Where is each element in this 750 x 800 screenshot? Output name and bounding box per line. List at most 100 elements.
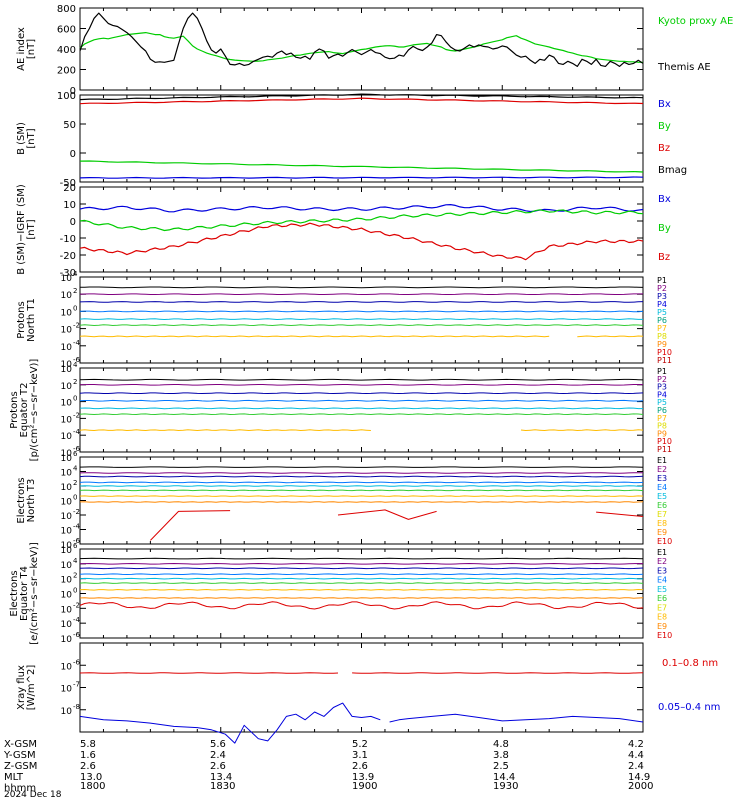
- bigrf-ytick-label: -30: [60, 268, 76, 279]
- bigrf-legend-bz: Bz: [658, 252, 670, 263]
- ae-legend-themis: Themis AE: [657, 62, 711, 73]
- ee4-ylabel-line: [e/(cm²−s−sr−keV)]: [29, 542, 40, 645]
- bsm-ylabel-line: [nT]: [26, 128, 37, 148]
- en3-ytick-label: 10: [61, 483, 73, 493]
- pn1-ytick-label: 10: [61, 308, 73, 318]
- ae-ytick-label: 0: [70, 86, 76, 97]
- ee4-channel-label: E3: [657, 566, 667, 575]
- en3-series-e8: [79, 501, 644, 503]
- bigrf-ytick-label: -10: [60, 234, 76, 245]
- en3-plot-frame: [79, 456, 644, 545]
- ee4-series-e1: [79, 557, 644, 560]
- ee4-channel-label: E5: [657, 585, 667, 594]
- ee4-series-e3: [79, 567, 644, 570]
- bsm-ylabel-line: B (SM): [16, 122, 27, 155]
- ae-ylabel-line: AE index: [16, 27, 27, 71]
- pe2-ytick-exponent: 2: [73, 378, 77, 386]
- xray-ytick-label: 10: [61, 685, 73, 695]
- pe2-series-p7: [520, 429, 644, 431]
- bigrf-panel: B (SM)−IGRF (SM) [nT] -30 -20 -10 0 10 20 Bx By Bz: [16, 183, 671, 279]
- ee4-ytick-exponent: 2: [73, 572, 77, 580]
- xray-ytick-exponent: -8: [73, 703, 80, 711]
- en3-channel-label: E9: [657, 528, 667, 537]
- ee4-series-e6: [79, 582, 644, 584]
- ee4-ytick-label: 10: [61, 591, 73, 601]
- pn1-channel-label: P1: [657, 276, 667, 285]
- pn1-channel-label: P2: [657, 284, 667, 293]
- xray-ylabel-line: [W/m^2]: [26, 665, 37, 711]
- ee4-series-e2: [79, 563, 644, 565]
- en3-channel-label: E3: [657, 474, 667, 483]
- ee4-plot-frame: [79, 548, 644, 639]
- pn1-channel-label: P10: [657, 348, 672, 357]
- pe2-ytick-label: 10: [61, 415, 73, 425]
- pn1-series-p7: [79, 335, 550, 338]
- ee4-series-e7: [79, 589, 644, 591]
- en3-series-e5: [79, 485, 644, 487]
- bigrf-ytick-label: 10: [63, 200, 76, 211]
- en3-ytick-exponent: -4: [73, 523, 81, 531]
- pe2-series-p4: [79, 399, 644, 402]
- ee4-channel-label: E6: [657, 594, 667, 603]
- pn1-channel-label: P7: [657, 324, 667, 333]
- pe2-ytick-label: 10: [61, 365, 73, 375]
- bigrf-series-bx: [79, 204, 644, 213]
- pn1-channel-label: P3: [657, 292, 667, 301]
- pe2-ylabel-line: Equator T2: [19, 383, 30, 438]
- bsm-series-by: [79, 160, 644, 173]
- en3-ylabel-line: Electrons: [16, 477, 27, 523]
- pn1-channel-label: P11: [657, 356, 672, 365]
- en3-ytick-exponent: -6: [73, 537, 81, 545]
- ae-ytick-label: 400: [57, 45, 76, 56]
- pn1-ytick-exponent: 2: [73, 287, 77, 295]
- en3-ytick-label: 10: [61, 541, 73, 551]
- bigrf-ytick-label: -20: [60, 251, 76, 262]
- pn1-series-p2: [79, 293, 643, 295]
- pn1-ytick-exponent: -2: [73, 322, 80, 330]
- en3-ytick-exponent: 6: [73, 450, 78, 458]
- bigrf-ytick-label: 0: [70, 217, 76, 228]
- ee4-ytick-label: 10: [61, 576, 73, 586]
- en3-ytick-exponent: 2: [73, 479, 77, 487]
- en3-ytick-exponent: -2: [73, 508, 80, 516]
- pe2-series-p5: [79, 407, 643, 410]
- bsm-plot-frame: [79, 94, 644, 183]
- ee4-channel-label: E2: [657, 557, 667, 566]
- bsm-legend-bx: Bx: [658, 99, 671, 110]
- pn1-channel-label: P4: [657, 300, 667, 309]
- pn1-series-p1: [79, 286, 644, 289]
- en3-ytick-exponent: 0: [73, 494, 77, 502]
- bigrf-ylabel-line: B (SM)−IGRF (SM): [16, 184, 27, 275]
- pe2-channel-label: P4: [657, 390, 667, 399]
- ee4-channel-label: E7: [657, 603, 667, 612]
- pn1-plot-frame: [79, 276, 644, 364]
- en3-series-e4: [79, 481, 644, 484]
- en3-channel-label: E6: [657, 501, 667, 510]
- bsm-ytick-label: -50: [60, 178, 76, 189]
- pn1-ytick-exponent: -4: [73, 339, 81, 347]
- ee4-ylabel-line: Electrons: [9, 570, 20, 616]
- pe2-series-p1: [79, 378, 644, 381]
- ee4-ytick-exponent: 6: [73, 542, 78, 550]
- pe2-channel-label: P7: [657, 414, 667, 423]
- bsm-ytick-label: 0: [70, 149, 76, 160]
- bigrf-series-by: [79, 209, 644, 232]
- xray-ytick-exponent: -7: [73, 681, 80, 689]
- pe2-ytick-exponent: 0: [73, 395, 77, 403]
- pn1-ylabel-line: North T1: [26, 298, 37, 342]
- ee4-channel-label: E8: [657, 613, 667, 622]
- pn1-ytick-exponent: -6: [73, 356, 81, 364]
- pe2-series-p6: [79, 413, 644, 415]
- en3-ytick-label: 10: [61, 527, 73, 537]
- en3-ytick-exponent: 4: [73, 465, 78, 473]
- en3-channel-label: E10: [657, 537, 672, 546]
- ae-ytick-label: 200: [57, 66, 76, 77]
- ee4-ytick-label: 10: [61, 635, 73, 645]
- en3-series-e7: [79, 495, 644, 497]
- en3-series-e9: [337, 509, 437, 520]
- pe2-ytick-label: 10: [61, 382, 73, 392]
- pe2-ytick-exponent: -6: [73, 445, 81, 453]
- xray-legend-short: 0.05–0.4 nm: [658, 702, 720, 713]
- xray-plot-frame: [79, 642, 644, 733]
